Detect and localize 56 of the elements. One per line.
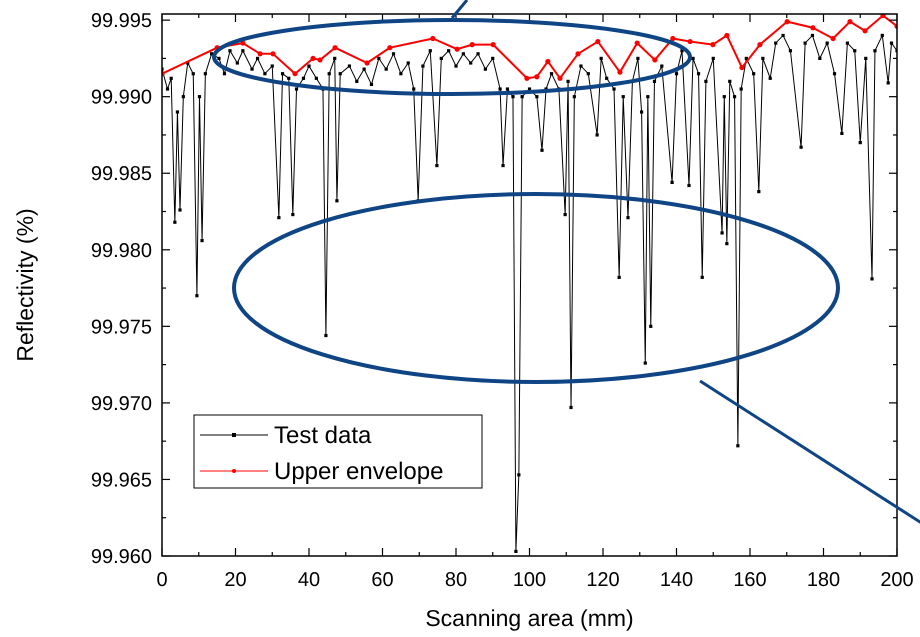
- y-tick-label: 99.985: [90, 163, 152, 186]
- point: [545, 58, 550, 64]
- point: [270, 51, 276, 56]
- point: [724, 32, 730, 38]
- point: [634, 40, 640, 46]
- point: [710, 42, 716, 48]
- point: [470, 42, 475, 48]
- x-tick-label: 160: [733, 569, 767, 591]
- point: [258, 51, 263, 56]
- x-tick-label: 100: [512, 569, 546, 591]
- point: [364, 60, 370, 66]
- y-tick-label: 99.980: [90, 240, 152, 262]
- point: [670, 36, 676, 42]
- y-tick-label: 99.965: [90, 469, 152, 492]
- point: [784, 19, 790, 24]
- y-tick-label: 99.970: [90, 392, 152, 415]
- point: [847, 19, 853, 24]
- point: [454, 46, 460, 52]
- legend-label: Upper envelope: [274, 458, 444, 485]
- line-series: [162, 14, 897, 81]
- y-tick-label: 99.960: [90, 546, 152, 568]
- point: [310, 56, 316, 61]
- point: [292, 71, 298, 76]
- point: [387, 45, 392, 50]
- point: [757, 42, 763, 48]
- point: [575, 51, 581, 56]
- x-tick-label: 80: [444, 569, 468, 591]
- point: [687, 38, 693, 44]
- point: [317, 57, 323, 63]
- point: [862, 28, 868, 34]
- point: [810, 25, 816, 30]
- point: [557, 76, 563, 81]
- point: [739, 64, 745, 70]
- y-tick-label: 99.990: [90, 86, 152, 109]
- point: [534, 74, 540, 80]
- x-tick-label: 140: [660, 569, 694, 591]
- point: [595, 38, 600, 44]
- x-tick-label: 60: [371, 569, 394, 591]
- y-axis-title: Reflectivity (%): [12, 208, 38, 362]
- point: [524, 76, 530, 81]
- x-tick-label: 120: [586, 569, 620, 591]
- x-tick-label: 200: [880, 569, 914, 591]
- x-tick-label: 20: [224, 569, 247, 591]
- legend-label: Test data: [274, 422, 372, 449]
- point: [830, 36, 836, 42]
- point: [430, 36, 436, 42]
- point: [652, 57, 658, 63]
- point: [332, 45, 338, 50]
- y-tick-label: 99.995: [90, 10, 152, 32]
- x-axis-title: Scanning area (mm): [425, 605, 634, 631]
- x-tick-label: 40: [298, 569, 320, 591]
- x-tick-label: 180: [806, 569, 840, 591]
- y-tick-label: 99.975: [90, 316, 152, 338]
- point: [617, 70, 623, 75]
- x-tick-label: 0: [156, 569, 168, 591]
- point: [490, 42, 496, 48]
